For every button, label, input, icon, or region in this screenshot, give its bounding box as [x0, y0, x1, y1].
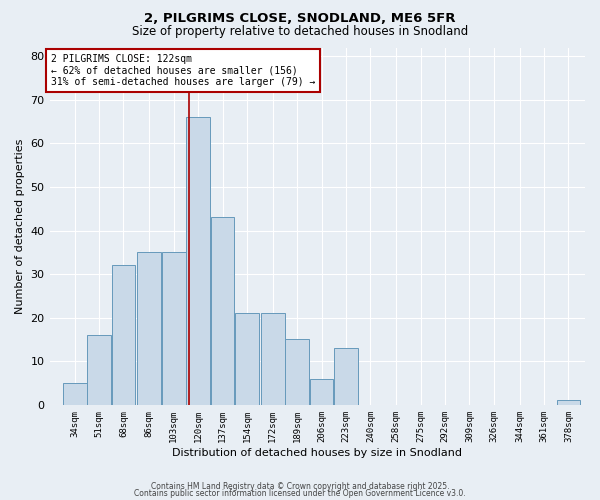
Bar — [186, 117, 210, 405]
Bar — [334, 348, 358, 405]
Bar — [112, 266, 136, 405]
Text: Contains HM Land Registry data © Crown copyright and database right 2025.: Contains HM Land Registry data © Crown c… — [151, 482, 449, 491]
Bar — [63, 383, 86, 405]
Text: 2, PILGRIMS CLOSE, SNODLAND, ME6 5FR: 2, PILGRIMS CLOSE, SNODLAND, ME6 5FR — [144, 12, 456, 26]
Text: Size of property relative to detached houses in Snodland: Size of property relative to detached ho… — [132, 25, 468, 38]
Bar — [235, 314, 259, 405]
Bar — [310, 378, 334, 405]
Y-axis label: Number of detached properties: Number of detached properties — [15, 138, 25, 314]
Text: Contains public sector information licensed under the Open Government Licence v3: Contains public sector information licen… — [134, 488, 466, 498]
Bar — [162, 252, 185, 405]
Bar — [87, 335, 111, 405]
Bar — [137, 252, 161, 405]
X-axis label: Distribution of detached houses by size in Snodland: Distribution of detached houses by size … — [172, 448, 462, 458]
Bar — [261, 314, 284, 405]
Bar — [211, 218, 235, 405]
Bar — [286, 340, 309, 405]
Text: 2 PILGRIMS CLOSE: 122sqm
← 62% of detached houses are smaller (156)
31% of semi-: 2 PILGRIMS CLOSE: 122sqm ← 62% of detach… — [51, 54, 316, 87]
Bar — [557, 400, 580, 405]
